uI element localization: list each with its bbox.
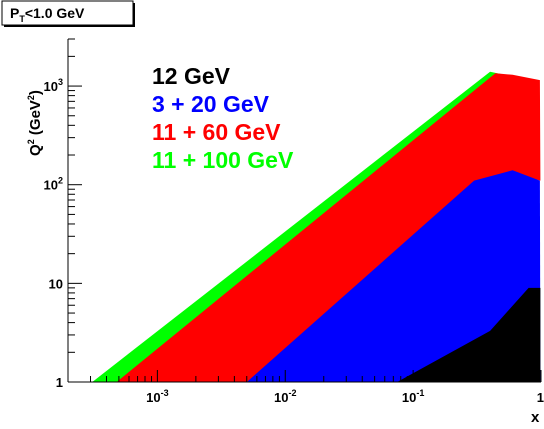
- x-ticks: [67, 370, 542, 382]
- x-tick-label: 1: [537, 390, 544, 405]
- x-tick-label: 10-3: [146, 388, 168, 405]
- y-tick-labels: 1 10 102 103: [44, 77, 63, 390]
- legend-entry: 3 + 20 GeV: [152, 91, 270, 117]
- x-tick-label: 10-2: [274, 388, 296, 405]
- chart-title-rest: <1.0 GeV: [25, 5, 85, 21]
- region-11-60-gev: [116, 73, 541, 382]
- legend-entry: 11 + 60 GeV: [152, 119, 281, 145]
- legend-entry: 11 + 100 GeV: [152, 147, 294, 173]
- y-axis-title-unit-open: (GeV: [27, 100, 44, 139]
- y-tick-label: 102: [44, 176, 63, 193]
- chart-title-main: P: [10, 5, 19, 21]
- x-tick-labels: 10-3 10-2 10-1 1: [146, 388, 544, 405]
- region-12-gev: [397, 287, 541, 382]
- chart-title: PT<1.0 GeV: [10, 5, 85, 24]
- y-axis-title-unit-sup: 2: [26, 95, 36, 100]
- y-tick-label: 1: [56, 375, 63, 390]
- y-axis-title-unit-close: ): [27, 90, 44, 95]
- y-axis-title-q: Q: [27, 144, 44, 156]
- region-3-20-gev: [246, 170, 541, 382]
- x-tick-label: 10-1: [402, 388, 424, 405]
- title-box-frame: [1, 0, 134, 26]
- y-axis-title-q-sup: 2: [26, 139, 36, 144]
- legend-entry: 12 GeV: [152, 63, 231, 89]
- plot-regions: [92, 71, 541, 382]
- y-tick-label: 103: [44, 77, 63, 94]
- x-axis-title: x: [531, 409, 540, 426]
- y-ticks: [68, 38, 82, 383]
- chart-title-sub: T: [19, 14, 25, 24]
- plot-frame: [67, 39, 541, 383]
- y-axis-title: Q2 (GeV2): [26, 90, 44, 156]
- y-tick-label: 10: [49, 276, 63, 291]
- title-box: PT<1.0 GeV: [1, 0, 135, 27]
